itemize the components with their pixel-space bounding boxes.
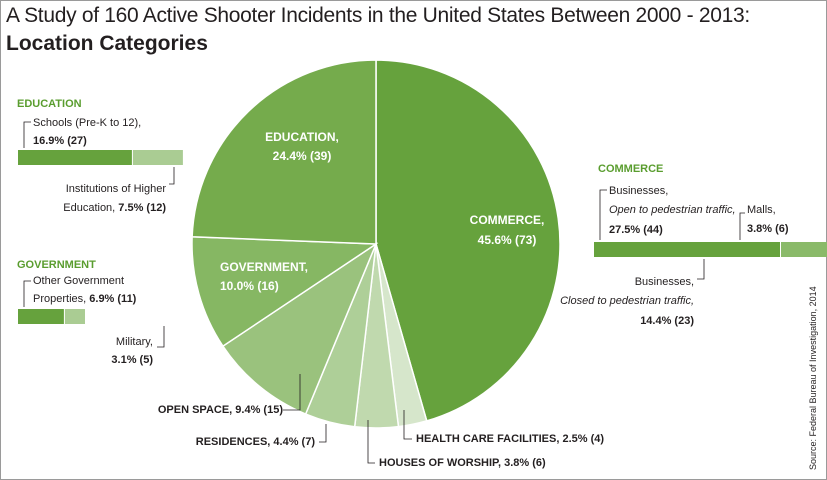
slice-value-government: 10.0% (16) <box>220 279 279 293</box>
label-higher-education-1: Institutions of Higher <box>66 183 167 195</box>
value-businesses-closed: 14.4% (23) <box>640 315 694 327</box>
slice-label-houses-of-worship: HOUSES OF WORSHIP, 3.8% (6) <box>379 457 546 469</box>
label-higher-education-2: Education, 7.5% (12) <box>63 202 166 214</box>
slice-value-education: 24.4% (39) <box>273 149 332 163</box>
education-heading: EDUCATION <box>17 98 82 110</box>
value-schools: 16.9% (27) <box>33 135 87 147</box>
pie-chart: EDUCATION, 24.4% (39) COMMERCE, 45.6% (7… <box>0 0 827 480</box>
slice-value-commerce: 45.6% (73) <box>478 233 537 247</box>
label-businesses-open-2: Open to pedestrian traffic, <box>609 204 736 216</box>
label-businesses-closed-1: Businesses, <box>635 276 694 288</box>
slice-label-residences: RESIDENCES, 4.4% (7) <box>196 436 316 448</box>
bar-commerce-open <box>594 242 780 257</box>
label-other-government-1: Other Government <box>33 275 124 287</box>
label-businesses-open-1: Businesses, <box>609 185 668 197</box>
slice-label-education: EDUCATION, <box>265 130 339 144</box>
value-malls: 3.8% (6) <box>747 223 789 235</box>
commerce-heading: COMMERCE <box>598 163 663 175</box>
slice-label-health-care: HEALTH CARE FACILITIES, 2.5% (4) <box>416 433 604 445</box>
value-businesses-open: 27.5% (44) <box>609 224 663 236</box>
label-schools: Schools (Pre-K to 12), <box>33 117 141 129</box>
label-military: Military, <box>116 336 153 348</box>
bar-government-other <box>18 309 64 324</box>
slice-label-commerce: COMMERCE, <box>470 213 545 227</box>
value-military: 3.1% (5) <box>111 354 153 366</box>
government-heading: GOVERNMENT <box>17 259 96 271</box>
slice-label-government: GOVERNMENT, <box>220 260 308 274</box>
bar-commerce-closed <box>781 242 827 257</box>
slice-label-open-space: OPEN SPACE, 9.4% (15) <box>158 404 283 416</box>
bar-education-higher <box>133 150 183 165</box>
bar-education-schools <box>18 150 132 165</box>
label-malls: Malls, <box>747 204 776 216</box>
source-note: Source: Federal Bureau of Investigation,… <box>808 286 818 470</box>
label-businesses-closed-2: Closed to pedestrian traffic, <box>560 295 694 307</box>
bar-government-military <box>65 309 85 324</box>
label-other-government-2: Properties, 6.9% (11) <box>33 293 137 305</box>
